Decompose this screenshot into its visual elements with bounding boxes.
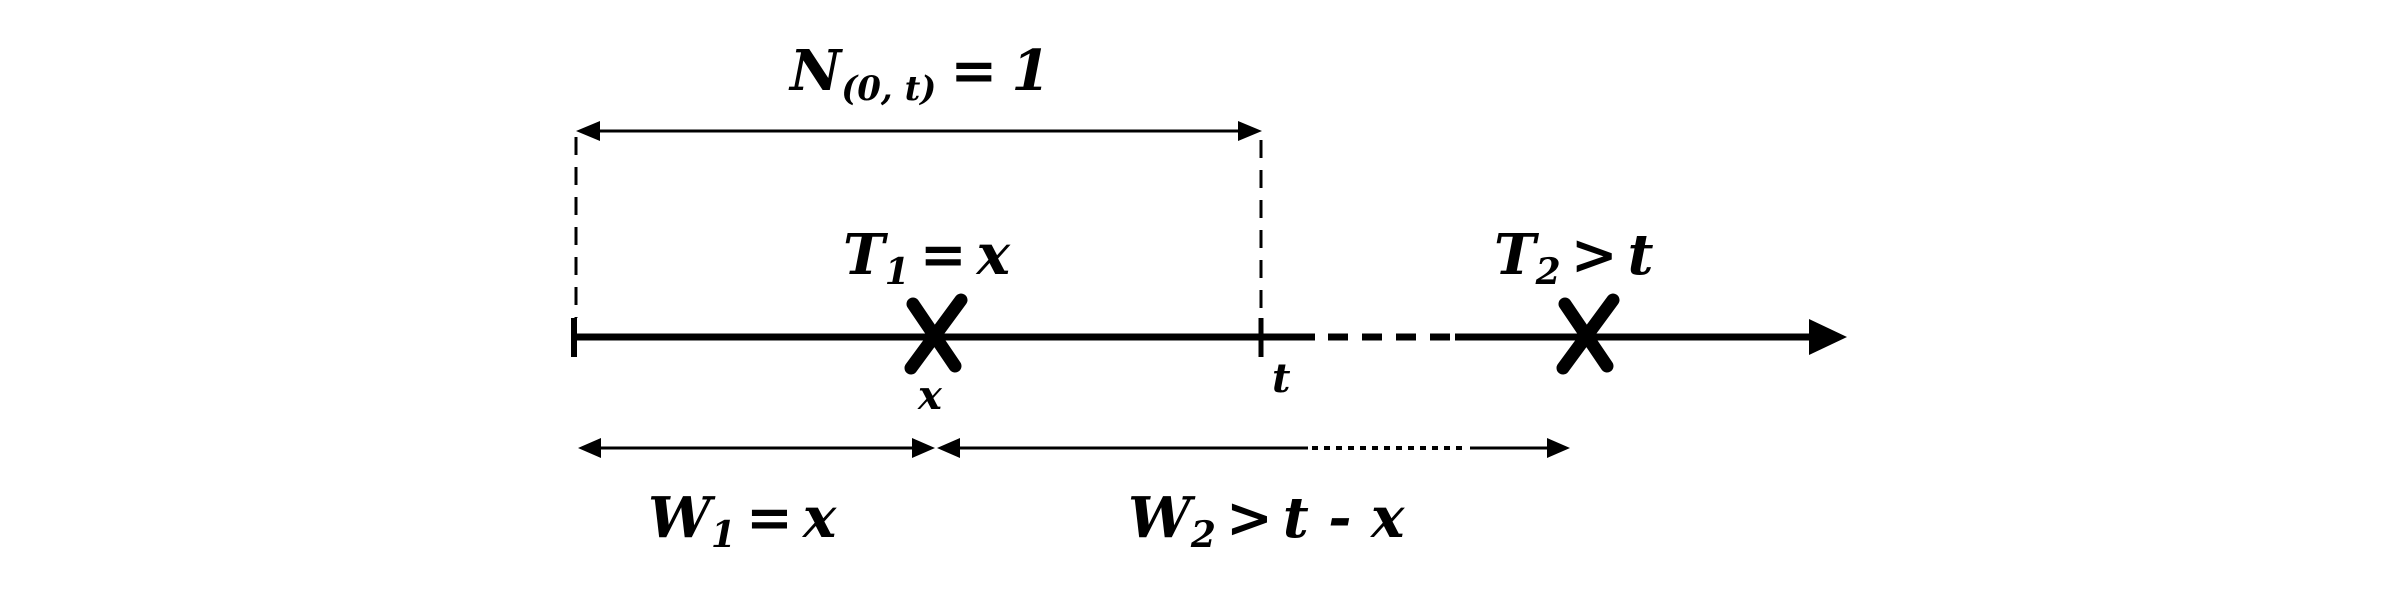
event2-cross-mark-icon [1556,293,1620,375]
wait1-label-value: x [802,485,837,551]
wait1-label: W1 = x [648,485,837,556]
wait2-label-value: t - x [1283,485,1405,551]
wait2-label-relation: > [1226,485,1273,551]
t-tick-label: t [1272,355,1291,402]
wait1-arrow-left-head [578,438,601,458]
wait2-arrow-left-head [937,438,960,458]
timeline-arrowhead-icon [1809,319,1847,355]
interval-arrow [576,121,1262,141]
interval-arrow-left-head [576,121,600,141]
wait2-label-symbol: W [1128,485,1196,551]
event2-label-relation: > [1571,222,1618,288]
top-label-subscript: (0, t) [841,69,936,109]
interval-arrow-right-head [1238,121,1262,141]
event1-cross-mark-icon [904,293,968,375]
event2-label: T2 > t [1494,222,1654,293]
wait2-arrow [937,438,1570,458]
wait1-label-subscript: 1 [711,514,736,556]
event2-label-value: t [1628,222,1654,288]
timeline-axis [571,318,1847,357]
wait1-label-relation: = [746,485,793,551]
wait2-label: W2 > t - x [1128,485,1405,556]
wait1-arrow [578,438,935,458]
event1-label-relation: = [920,222,967,288]
wait2-arrow-right-head [1547,438,1570,458]
event1-x-label: x [917,372,943,419]
top-label-value: 1 [1011,38,1050,104]
event2-label-subscript: 2 [1535,251,1561,293]
event1-label-subscript: 1 [885,251,910,293]
event1-label-value: x [976,222,1011,288]
wait2-label-subscript: 2 [1190,514,1216,556]
top-label: N(0, t) = 1 [788,38,1050,109]
top-label-equals: = [950,38,997,104]
top-label-symbol: N [788,38,843,104]
wait1-arrow-right-head [912,438,935,458]
event1-label: T1 = x [843,222,1011,293]
event1-label-symbol: T [843,222,889,288]
wait1-label-symbol: W [648,485,716,551]
event2-label-symbol: T [1494,222,1540,288]
